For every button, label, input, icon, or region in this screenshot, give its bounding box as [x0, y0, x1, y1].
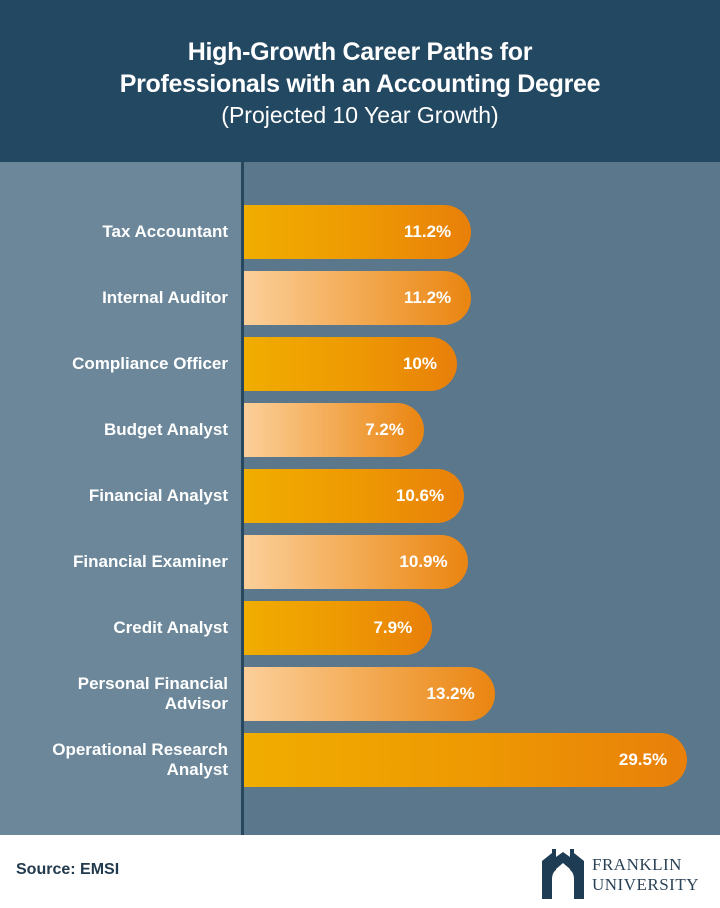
bar: [244, 271, 472, 325]
category-label-line: Compliance Officer: [72, 354, 228, 373]
axis-divider: [241, 162, 244, 835]
bar-chart: Tax Accountant 11.2% Internal Auditor 11.2%…: [0, 162, 720, 835]
category-label: Credit Analyst: [0, 601, 228, 655]
bar-row: Budget Analyst 7.2%: [0, 403, 720, 457]
category-label-line: Operational Research: [52, 740, 228, 759]
value-label: 10.9%: [399, 552, 448, 571]
value-label: 13.2%: [426, 684, 475, 703]
category-label: Financial Examiner: [0, 535, 228, 589]
bar-row: Credit Analyst 7.9%: [0, 601, 720, 655]
logo-text-franklin: FRANKLIN: [592, 855, 682, 874]
bar-row: Compliance Officer 10%: [0, 337, 720, 391]
value-label: 7.9%: [373, 618, 413, 637]
category-label: Budget Analyst: [0, 403, 228, 457]
bar: [244, 733, 688, 787]
value-label: 11.2%: [403, 288, 452, 307]
category-label-line: Tax Accountant: [102, 222, 228, 241]
bar: [244, 667, 495, 721]
bar: [244, 403, 424, 457]
bar-row: Personal Financial Advisor 13.2%: [0, 667, 720, 721]
category-label: Compliance Officer: [0, 337, 228, 391]
category-label-line: Advisor: [164, 694, 228, 713]
category-label-text: Tax Accountant: [102, 222, 228, 242]
category-label: Financial Analyst: [0, 469, 228, 523]
bar-row: Financial Analyst 10.6%: [0, 469, 720, 523]
franklin-university-logo: FRANKLIN UNIVERSITY: [540, 849, 710, 899]
category-label-line: Financial Analyst: [88, 486, 228, 505]
category-label-text: Financial Examiner: [73, 552, 228, 572]
category-label-text: Financial Analyst: [89, 486, 228, 506]
category-label-line: Personal Financial: [77, 674, 228, 693]
label-panel: [0, 162, 241, 835]
category-label-text: Operational Research Analyst: [52, 740, 228, 780]
category-label-text: Credit Analyst: [113, 618, 228, 638]
category-label: Operational Research Analyst: [0, 733, 228, 787]
bar: [244, 535, 468, 589]
bar: [244, 337, 457, 391]
logo-text-university: UNIVERSITY: [592, 875, 699, 894]
category-label-line: Analyst: [166, 760, 228, 779]
category-label-line: Internal Auditor: [102, 288, 228, 307]
category-label-text: Internal Auditor: [102, 288, 228, 308]
category-label: Tax Accountant: [0, 205, 228, 259]
arch-logo-icon: [542, 849, 584, 899]
category-label-line: Budget Analyst: [103, 420, 228, 439]
chart-subtitle: (Projected 10 Year Growth): [221, 102, 499, 128]
value-label: 11.2%: [403, 222, 452, 241]
bar: [244, 601, 433, 655]
value-label: 10%: [402, 354, 437, 373]
value-label: 29.5%: [618, 750, 668, 769]
bar: [244, 469, 465, 523]
header-banner: High-Growth Career Paths for Professiona…: [0, 0, 720, 162]
value-label: 10.6%: [395, 486, 445, 505]
category-label: Personal Financial Advisor: [0, 667, 228, 721]
category-label-text: Personal Financial Advisor: [78, 674, 228, 714]
chart-title: High-Growth Career Paths for Professiona…: [0, 36, 720, 100]
category-label: Internal Auditor: [0, 271, 228, 325]
bar-row: Internal Auditor 11.2%: [0, 271, 720, 325]
value-label: 7.2%: [365, 420, 404, 439]
title-line-2: Professionals with an Accounting Degree: [119, 70, 601, 98]
footer: Source: EMSI FRANKLIN UNIVERSITY: [0, 835, 720, 908]
bar: [244, 205, 472, 259]
bar-row: Tax Accountant 11.2%: [0, 205, 720, 259]
category-label-text: Compliance Officer: [72, 354, 228, 374]
category-label-line: Financial Examiner: [73, 552, 228, 571]
title-line-1: High-Growth Career Paths for: [187, 38, 533, 66]
bar-row: Financial Examiner 10.9%: [0, 535, 720, 589]
source-note: Source: EMSI: [16, 861, 120, 878]
category-label-text: Budget Analyst: [104, 420, 228, 440]
bar-row: Operational Research Analyst 29.5%: [0, 733, 720, 787]
category-label-line: Credit Analyst: [113, 618, 228, 637]
